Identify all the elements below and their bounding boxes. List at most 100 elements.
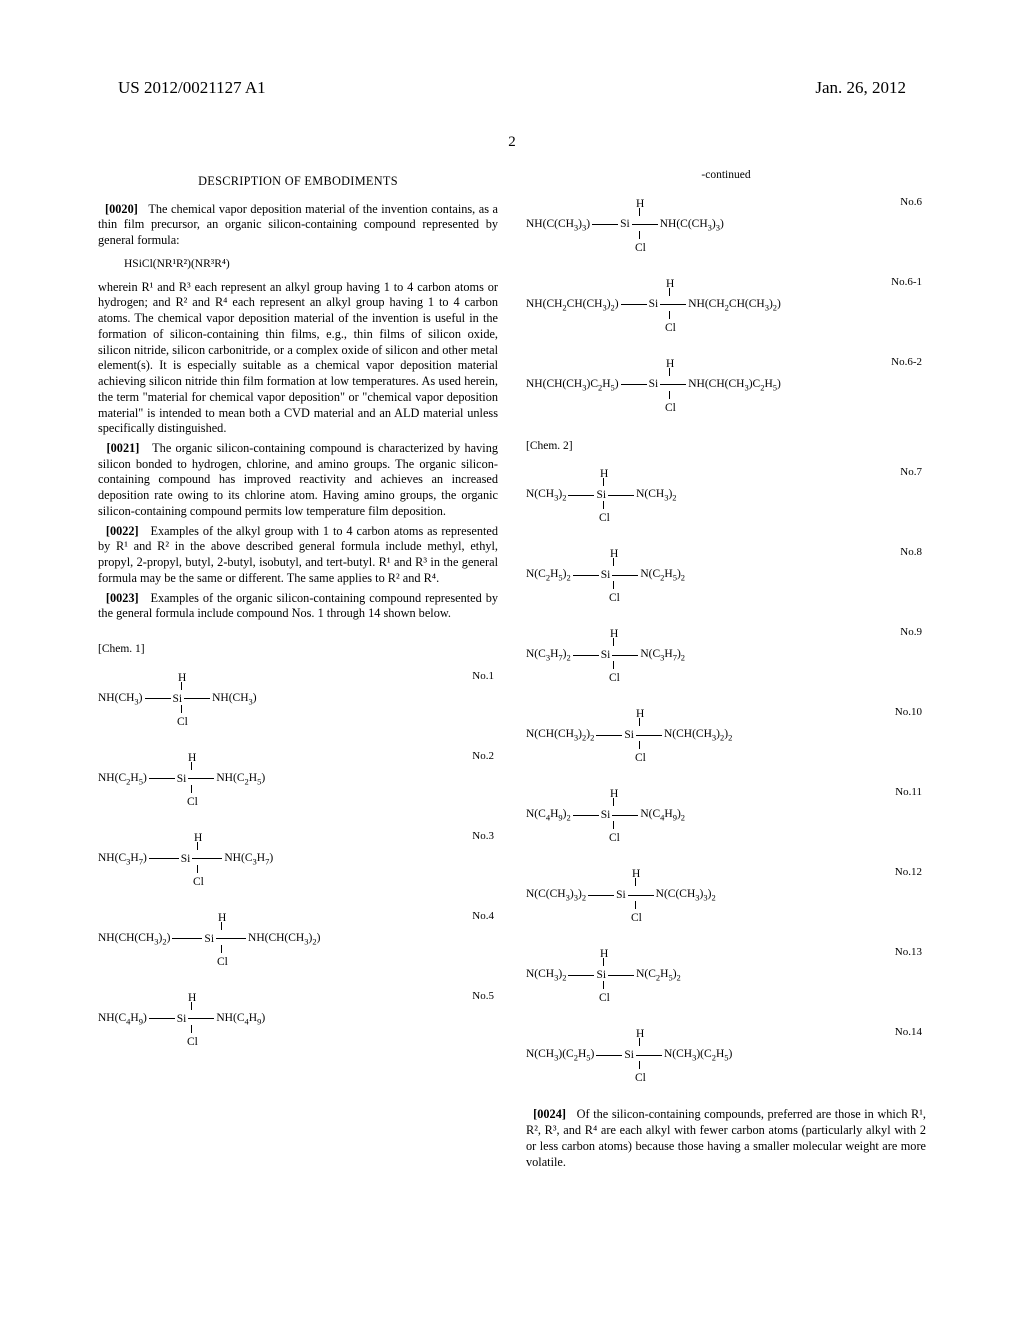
left-compound-list: No.1 H NH(CH3) Si NH(CH3) Cl No.2 H NH(C… <box>98 671 498 1053</box>
compound-No.13: No.13 H N(CH3)2 Si N(C2H5)2 Cl <box>526 947 926 1009</box>
compound-No.1: No.1 H NH(CH3) Si NH(CH3) Cl <box>98 671 498 733</box>
compound-No.12: No.12 H N(C(CH3)3)2 Si N(C(CH3)3)2 Cl <box>526 867 926 929</box>
compound-No.14: No.14 H N(CH3)(C2H5) Si N(CH3)(C2H5) Cl <box>526 1027 926 1089</box>
para-0023: [0023] Examples of the organic silicon-c… <box>98 591 498 622</box>
two-column-body: DESCRIPTION OF EMBODIMENTS [0020] The ch… <box>98 168 926 1174</box>
bond-bottom <box>197 865 198 873</box>
bond-left <box>149 1018 175 1019</box>
bond-bottom <box>603 981 604 989</box>
para-num-0022: [0022] <box>106 524 139 538</box>
bond-right <box>216 938 246 939</box>
page-number: 2 <box>508 134 516 151</box>
left-group: NH(CH3) <box>98 691 143 707</box>
compound-structure: H NH(C2H5) Si NH(C2H5) Cl <box>98 751 498 809</box>
compound-structure: H NH(CH(CH3)C2H5) Si NH(CH(CH3)C2H5) Cl <box>526 357 926 415</box>
bond-right <box>192 858 222 859</box>
compound-structure: H NH(C(CH3)3) Si NH(C(CH3)3) Cl <box>526 197 926 255</box>
si-atom: Si <box>601 648 611 663</box>
bond-top <box>191 1002 192 1010</box>
main-line: N(CH(CH3)2)2 Si N(CH(CH3)2)2 <box>526 727 732 743</box>
si-atom: Si <box>204 932 214 947</box>
si-atom: Si <box>177 772 187 787</box>
bond-left <box>172 938 202 939</box>
si-atom: Si <box>181 852 191 867</box>
bond-right <box>632 224 658 225</box>
cl-atom: Cl <box>665 321 676 336</box>
bond-left <box>568 495 594 496</box>
main-line: N(CH3)(C2H5) Si N(CH3)(C2H5) <box>526 1047 732 1063</box>
compound-structure: H NH(C4H9) Si NH(C4H9) Cl <box>98 991 498 1049</box>
si-atom: Si <box>601 808 611 823</box>
para-num-0023: [0023] <box>106 591 139 605</box>
main-line: NH(C(CH3)3) Si NH(C(CH3)3) <box>526 217 724 233</box>
para-num-0021: [0021] <box>107 441 140 455</box>
right-group: NH(C(CH3)3) <box>660 217 724 233</box>
bond-left <box>621 384 647 385</box>
bond-right <box>636 735 662 736</box>
bond-left <box>588 895 614 896</box>
compound-structure: H N(CH3)2 Si N(C2H5)2 Cl <box>526 947 926 1005</box>
right-group: N(CH3)2 <box>636 487 676 503</box>
right-group: NH(C4H9) <box>216 1011 265 1027</box>
para-0022: [0022] Examples of the alkyl group with … <box>98 524 498 587</box>
patent-page: US 2012/0021127 A1 Jan. 26, 2012 2 DESCR… <box>0 0 1024 1320</box>
h-atom: H <box>636 197 644 212</box>
compound-No.3: No.3 H NH(C3H7) Si NH(C3H7) Cl <box>98 831 498 893</box>
bond-right <box>608 495 634 496</box>
bond-left <box>573 655 599 656</box>
bond-right <box>608 975 634 976</box>
main-line: N(CH3)2 Si N(CH3)2 <box>526 487 677 503</box>
compound-No.9: No.9 H N(C3H7)2 Si N(C3H7)2 Cl <box>526 627 926 689</box>
h-atom: H <box>610 627 618 642</box>
cl-atom: Cl <box>599 991 610 1006</box>
para-num-0020: [0020] <box>105 202 138 216</box>
para-0021: [0021] The organic silicon-containing co… <box>98 441 498 520</box>
para-0023-text: Examples of the organic silicon-containi… <box>98 591 498 621</box>
bond-top <box>669 368 670 376</box>
h-atom: H <box>218 911 226 926</box>
bond-top <box>197 842 198 850</box>
si-atom: Si <box>596 968 606 983</box>
left-group: N(CH3)2 <box>526 967 566 983</box>
compound-No.6: No.6 H NH(C(CH3)3) Si NH(C(CH3)3) Cl <box>526 197 926 259</box>
bond-top <box>603 958 604 966</box>
bond-left <box>596 735 622 736</box>
right-column: -continued No.6 H NH(C(CH3)3) Si NH(C(CH… <box>526 168 926 1174</box>
h-atom: H <box>610 787 618 802</box>
cl-atom: Cl <box>609 671 620 686</box>
bond-left <box>573 575 599 576</box>
compound-No.6-2: No.6-2 H NH(CH(CH3)C2H5) Si NH(CH(CH3)C2… <box>526 357 926 419</box>
right-group: N(C3H7)2 <box>640 647 685 663</box>
si-atom: Si <box>177 1012 187 1027</box>
left-group: NH(CH2CH(CH3)2) <box>526 297 619 313</box>
para-0020-text: The chemical vapor deposition material o… <box>98 202 498 247</box>
main-line: NH(CH(CH3)2) Si NH(CH(CH3)2) <box>98 931 320 947</box>
bond-top <box>635 878 636 886</box>
bond-bottom <box>635 901 636 909</box>
compound-No.11: No.11 H N(C4H9)2 Si N(C4H9)2 Cl <box>526 787 926 849</box>
compound-No.5: No.5 H NH(C4H9) Si NH(C4H9) Cl <box>98 991 498 1053</box>
main-line: NH(C2H5) Si NH(C2H5) <box>98 771 265 787</box>
bond-left <box>592 224 618 225</box>
para-0024-text: Of the silicon-containing compounds, pre… <box>526 1107 926 1168</box>
para-0022-text: Examples of the alkyl group with 1 to 4 … <box>98 524 498 585</box>
si-atom: Si <box>649 377 659 392</box>
cl-atom: Cl <box>635 241 646 256</box>
bond-top <box>639 1038 640 1046</box>
si-atom: Si <box>649 297 659 312</box>
si-atom: Si <box>620 217 630 232</box>
bond-left <box>596 1055 622 1056</box>
bond-left <box>145 698 171 699</box>
right-group: N(C2H5)2 <box>640 567 685 583</box>
main-line: N(C(CH3)3)2 Si N(C(CH3)3)2 <box>526 887 716 903</box>
si-atom: Si <box>601 568 611 583</box>
bond-left <box>621 304 647 305</box>
bond-right <box>184 698 210 699</box>
bond-top <box>669 288 670 296</box>
main-line: NH(CH2CH(CH3)2) Si NH(CH2CH(CH3)2) <box>526 297 781 313</box>
cl-atom: Cl <box>609 591 620 606</box>
bond-right <box>660 384 686 385</box>
bond-bottom <box>639 1061 640 1069</box>
bond-right <box>628 895 654 896</box>
main-line: NH(C3H7) Si NH(C3H7) <box>98 851 273 867</box>
